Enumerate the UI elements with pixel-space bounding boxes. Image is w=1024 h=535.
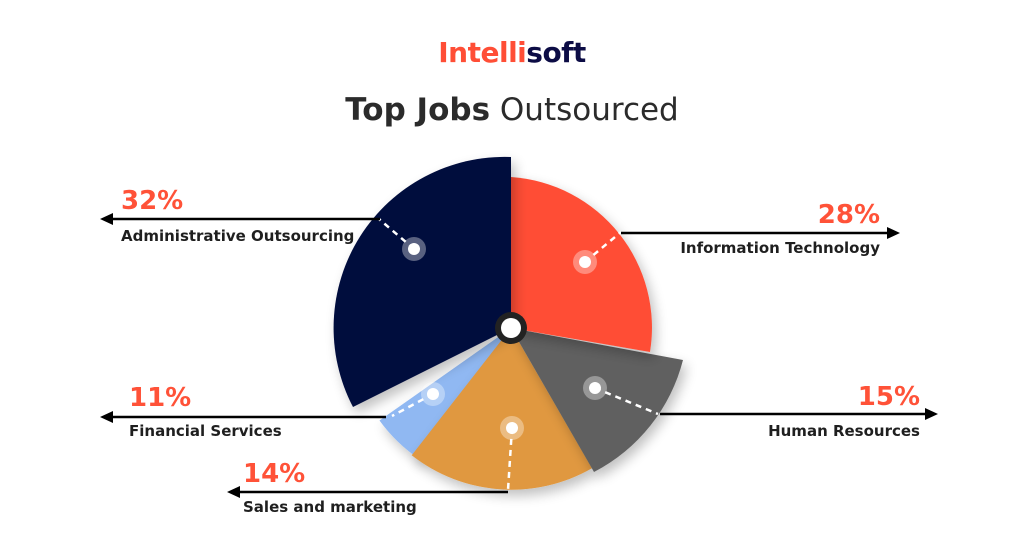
brand-part-2: soft bbox=[526, 36, 586, 69]
marker-sales-icon bbox=[500, 416, 524, 491]
chart-title: Top Jobs Outsourced bbox=[0, 92, 1024, 128]
slice-financial-services bbox=[379, 328, 511, 460]
marker-administrative-icon bbox=[378, 218, 426, 261]
slice-human-resources bbox=[511, 328, 683, 472]
pct-sales: 14% bbox=[243, 459, 306, 489]
marker-hr-icon bbox=[583, 376, 659, 416]
label-it: Information Technology bbox=[680, 239, 880, 257]
slice-sales-marketing bbox=[411, 328, 592, 490]
brand-part-1: Intelli bbox=[438, 36, 527, 69]
pct-financial: 11% bbox=[129, 383, 192, 413]
pct-hr: 15% bbox=[857, 382, 920, 412]
label-financial: Financial Services bbox=[129, 422, 282, 440]
label-hr: Human Resources bbox=[768, 422, 920, 440]
pct-administrative: 32% bbox=[121, 186, 184, 216]
pct-it: 28% bbox=[817, 200, 880, 230]
label-sales: Sales and marketing bbox=[243, 498, 417, 516]
label-administrative: Administrative Outsourcing bbox=[121, 227, 355, 245]
marker-financial-icon bbox=[391, 382, 445, 418]
marker-it-icon bbox=[573, 231, 622, 274]
title-bold: Top Jobs bbox=[345, 92, 491, 128]
leader-lines bbox=[100, 213, 938, 498]
title-light: Outsourced bbox=[499, 92, 679, 128]
brand-logo: Intellisoft bbox=[0, 36, 1024, 69]
